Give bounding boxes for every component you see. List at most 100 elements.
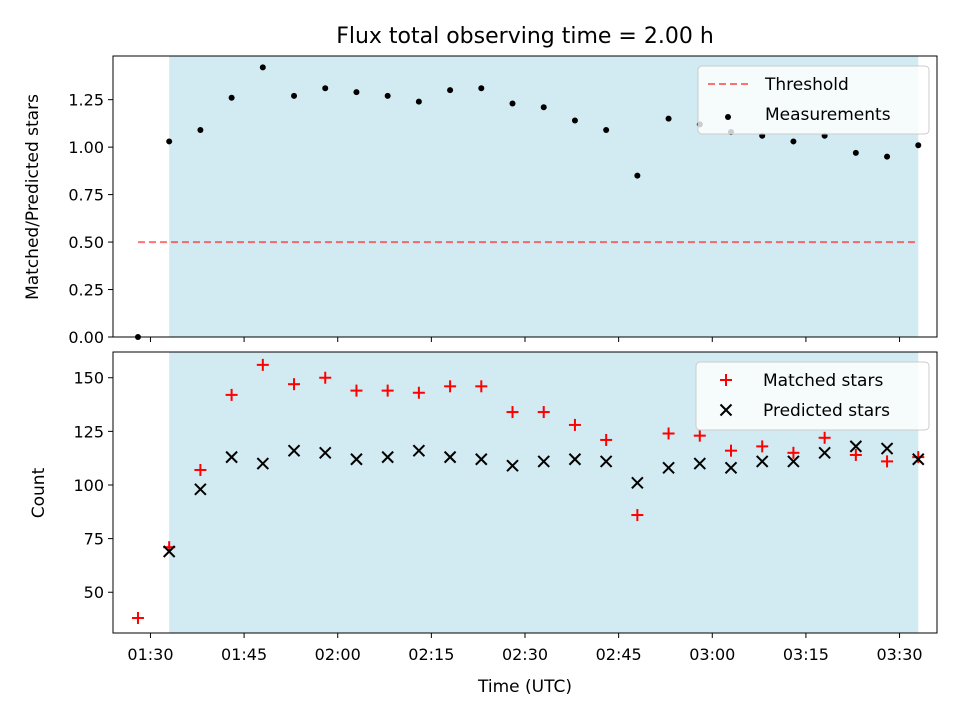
measurement-point — [166, 138, 173, 145]
measurement-point — [540, 104, 547, 111]
matched-stars-point — [662, 427, 675, 440]
y-tick-label: 75 — [84, 530, 104, 549]
predicted-stars-point — [256, 457, 270, 470]
predicted-stars-point — [631, 476, 644, 490]
predicted-stars-point — [849, 440, 863, 453]
predicted-stars-point — [662, 461, 675, 475]
x-tick-label: 02:30 — [502, 645, 548, 664]
predicted-stars-point — [475, 453, 488, 466]
x-tick-label: 03:30 — [876, 645, 922, 664]
legend-box — [697, 65, 930, 135]
predicted-stars-point — [756, 455, 769, 468]
matched-stars-point — [350, 384, 363, 397]
bottom-panel: 50 75 100 125 150 01:30 01:45 02:00 02:15 02:30 0… — [29, 351, 938, 697]
legend-predicted-handle — [719, 403, 733, 417]
y-tick-label: 0.25 — [68, 281, 104, 300]
measurement-point — [322, 85, 329, 92]
matched-stars-point — [412, 386, 425, 399]
x-tick-label: 01:45 — [221, 645, 267, 664]
x-tick-label: 02:15 — [408, 645, 454, 664]
measurement-point — [447, 87, 454, 94]
matched-stars-point — [818, 431, 831, 444]
predicted-stars-point — [599, 455, 613, 468]
y-tick-label: 150 — [73, 369, 104, 388]
y-tick-label: 50 — [84, 583, 104, 602]
predicted-stars-point — [319, 446, 332, 460]
measurement-point — [509, 100, 516, 107]
measurement-point — [228, 94, 235, 101]
predicted-stars-point — [162, 545, 176, 558]
measurement-point — [384, 92, 391, 99]
y-tick-label: 100 — [73, 476, 104, 495]
measurement-point — [665, 115, 672, 122]
legend-label: Predicted stars — [763, 401, 890, 421]
top-legend: Threshold Measurements — [697, 65, 930, 135]
predicted-stars-point — [693, 457, 706, 470]
matched-stars-point — [444, 380, 457, 393]
x-tick-label: 03:00 — [689, 645, 735, 664]
predicted-stars-point — [350, 453, 363, 466]
predicted-stars-point — [880, 442, 894, 455]
top-panel-y-label: Matched/Predicted stars — [23, 94, 43, 300]
matched-stars-point — [693, 429, 706, 442]
legend-box — [695, 361, 930, 431]
matched-stars-point — [631, 509, 644, 522]
matched-stars-point — [288, 378, 301, 391]
predicted-stars-point — [568, 453, 582, 466]
y-tick-label: 125 — [73, 422, 104, 441]
measurement-point — [571, 117, 578, 124]
y-tick-label: 0.50 — [68, 233, 104, 252]
measurement-point — [603, 127, 610, 134]
matched-stars-point — [756, 440, 769, 453]
bottom-legend: Matched stars Predicted stars — [695, 361, 930, 431]
bottom-panel-y-label: Count — [29, 467, 49, 518]
measurement-point — [852, 149, 859, 156]
measurement-point — [478, 85, 485, 92]
top-panel-title: Flux total observing time = 2.00 h — [336, 24, 714, 49]
matched-stars-point — [881, 455, 894, 468]
y-tick-label: 1.00 — [68, 138, 104, 157]
y-tick-label: 0.00 — [68, 328, 104, 347]
legend-label: Threshold — [764, 75, 849, 95]
matched-stars-point — [849, 448, 862, 461]
y-tick-label: 0.75 — [68, 186, 104, 205]
predicted-stars-point — [537, 455, 550, 468]
matched-stars-point — [475, 380, 488, 393]
predicted-stars-point — [412, 444, 426, 457]
legend-label: Measurements — [765, 105, 891, 125]
x-tick-label: 02:00 — [315, 645, 361, 664]
matched-stars-point — [600, 433, 613, 446]
matched-stars-point — [506, 406, 519, 419]
x-tick-label: 01:30 — [127, 645, 173, 664]
matched-stars-point — [912, 451, 925, 464]
predicted-stars-point — [912, 453, 925, 466]
legend-measurement-handle — [725, 114, 731, 120]
predicted-stars-point — [194, 483, 207, 496]
measurement-point — [259, 64, 266, 71]
measurement-point — [884, 153, 891, 160]
matched-stars-point — [537, 406, 550, 419]
measurement-point — [197, 127, 204, 134]
legend-matched-handle — [720, 374, 732, 386]
matched-stars-point — [131, 611, 144, 624]
measurement-point — [353, 89, 360, 96]
predicted-stars-point — [287, 444, 301, 457]
matched-stars-point — [568, 418, 581, 431]
matched-stars-point — [787, 446, 800, 459]
matched-stars-point — [225, 388, 238, 401]
predicted-stars-point — [724, 461, 738, 475]
predicted-stars-point — [443, 450, 457, 464]
measurement-point — [634, 172, 641, 179]
x-tick-label: 02:45 — [596, 645, 642, 664]
measurement-point — [291, 92, 298, 99]
matched-stars-point — [725, 444, 737, 457]
predicted-stars-point — [225, 450, 238, 464]
measurement-point — [790, 138, 797, 145]
legend-label: Matched stars — [763, 371, 883, 391]
predicted-stars-point — [818, 446, 831, 460]
x-axis-label: Time (UTC) — [477, 677, 572, 697]
matched-stars-point — [194, 463, 207, 476]
predicted-stars-point — [506, 459, 519, 472]
matched-stars-point — [256, 358, 269, 371]
